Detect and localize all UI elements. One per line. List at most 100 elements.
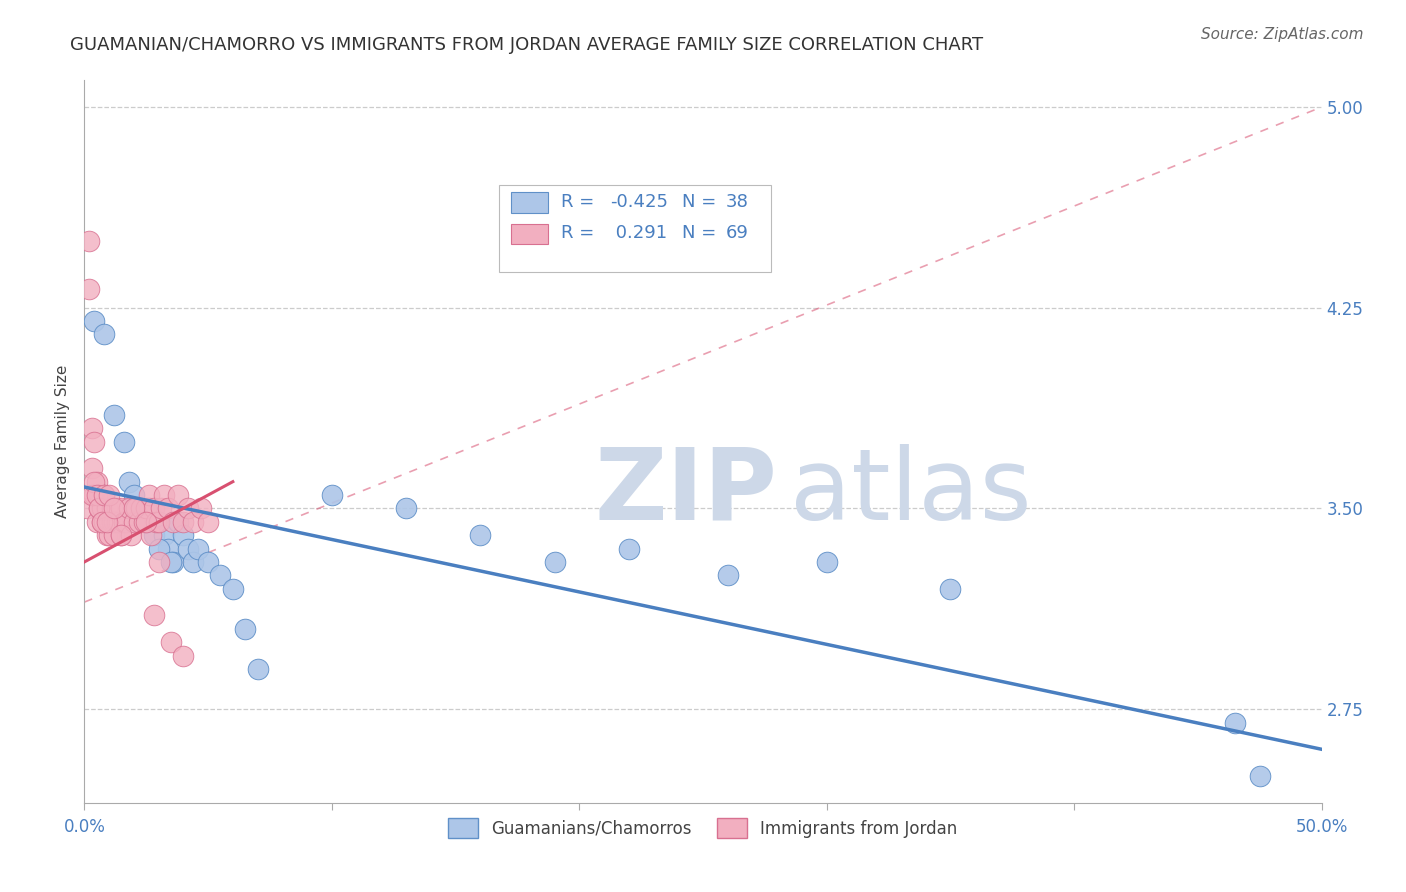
Point bbox=[135, 515, 157, 529]
Text: Source: ZipAtlas.com: Source: ZipAtlas.com bbox=[1201, 27, 1364, 42]
Point bbox=[90, 501, 112, 516]
Point bbox=[233, 622, 256, 636]
Point bbox=[93, 488, 115, 502]
Text: 0.291: 0.291 bbox=[610, 225, 668, 243]
Text: 38: 38 bbox=[725, 194, 748, 211]
Point bbox=[172, 648, 194, 663]
Point bbox=[98, 515, 121, 529]
Point bbox=[142, 501, 165, 516]
Text: 69: 69 bbox=[725, 225, 748, 243]
Point bbox=[93, 515, 115, 529]
Point bbox=[80, 488, 103, 502]
Point bbox=[112, 434, 135, 449]
Point bbox=[222, 582, 245, 596]
Point bbox=[100, 515, 122, 529]
Text: R =: R = bbox=[561, 225, 600, 243]
Point bbox=[1223, 715, 1246, 730]
Point bbox=[110, 528, 132, 542]
Point bbox=[543, 555, 565, 569]
Point bbox=[89, 501, 111, 516]
Point bbox=[103, 501, 125, 516]
Point bbox=[128, 501, 150, 516]
Point bbox=[181, 555, 204, 569]
Point bbox=[120, 528, 142, 542]
Point bbox=[209, 568, 232, 582]
Point bbox=[162, 555, 184, 569]
Point bbox=[321, 488, 343, 502]
Point bbox=[190, 501, 212, 516]
Point bbox=[122, 488, 145, 502]
Point bbox=[181, 515, 204, 529]
Text: ZIP: ZIP bbox=[595, 443, 778, 541]
FancyBboxPatch shape bbox=[499, 185, 770, 272]
Point bbox=[100, 501, 122, 516]
Point bbox=[125, 501, 148, 516]
Point bbox=[148, 555, 170, 569]
Point bbox=[617, 541, 640, 556]
Point bbox=[96, 528, 118, 542]
Point bbox=[103, 528, 125, 542]
Point bbox=[939, 582, 962, 596]
Point bbox=[150, 501, 173, 516]
Point bbox=[162, 515, 184, 529]
Point bbox=[83, 314, 105, 328]
Point bbox=[148, 541, 170, 556]
Point bbox=[167, 488, 190, 502]
Text: -0.425: -0.425 bbox=[610, 194, 668, 211]
Point bbox=[79, 234, 101, 248]
Point bbox=[157, 501, 180, 516]
Point bbox=[115, 515, 138, 529]
Point bbox=[83, 475, 105, 489]
Point bbox=[246, 662, 269, 676]
Point bbox=[177, 541, 200, 556]
Point bbox=[167, 515, 190, 529]
Point bbox=[96, 515, 118, 529]
Point bbox=[148, 515, 170, 529]
Point bbox=[76, 501, 98, 516]
Point bbox=[90, 515, 112, 529]
Point bbox=[197, 515, 219, 529]
Point bbox=[172, 528, 194, 542]
Point bbox=[138, 501, 160, 516]
Point bbox=[160, 635, 183, 649]
Point bbox=[86, 515, 108, 529]
FancyBboxPatch shape bbox=[512, 193, 548, 212]
Point bbox=[79, 282, 101, 296]
Point bbox=[80, 461, 103, 475]
Point bbox=[142, 528, 165, 542]
FancyBboxPatch shape bbox=[512, 224, 548, 244]
Text: R =: R = bbox=[561, 194, 600, 211]
Point bbox=[470, 528, 492, 542]
Point bbox=[110, 501, 132, 516]
Point bbox=[93, 488, 115, 502]
Point bbox=[141, 528, 163, 542]
Text: N =: N = bbox=[682, 194, 721, 211]
Point bbox=[105, 515, 128, 529]
Point bbox=[148, 515, 170, 529]
Point bbox=[129, 501, 152, 516]
Point bbox=[112, 515, 135, 529]
Point bbox=[160, 555, 183, 569]
Point bbox=[1249, 769, 1271, 783]
Point bbox=[157, 541, 180, 556]
Point bbox=[80, 421, 103, 435]
Point bbox=[122, 515, 145, 529]
Y-axis label: Average Family Size: Average Family Size bbox=[55, 365, 70, 518]
Point bbox=[103, 515, 125, 529]
Text: GUAMANIAN/CHAMORRO VS IMMIGRANTS FROM JORDAN AVERAGE FAMILY SIZE CORRELATION CHA: GUAMANIAN/CHAMORRO VS IMMIGRANTS FROM JO… bbox=[70, 36, 983, 54]
Point bbox=[96, 501, 118, 516]
Point bbox=[98, 488, 121, 502]
Point bbox=[90, 515, 112, 529]
Point bbox=[110, 528, 132, 542]
Point bbox=[108, 515, 131, 529]
Point bbox=[142, 608, 165, 623]
Point bbox=[128, 515, 150, 529]
Point bbox=[135, 501, 157, 516]
Point bbox=[122, 501, 145, 516]
Point bbox=[89, 488, 111, 502]
Point bbox=[93, 327, 115, 342]
Text: atlas: atlas bbox=[790, 443, 1031, 541]
Point bbox=[105, 501, 128, 516]
Point bbox=[132, 515, 155, 529]
Text: N =: N = bbox=[682, 225, 721, 243]
